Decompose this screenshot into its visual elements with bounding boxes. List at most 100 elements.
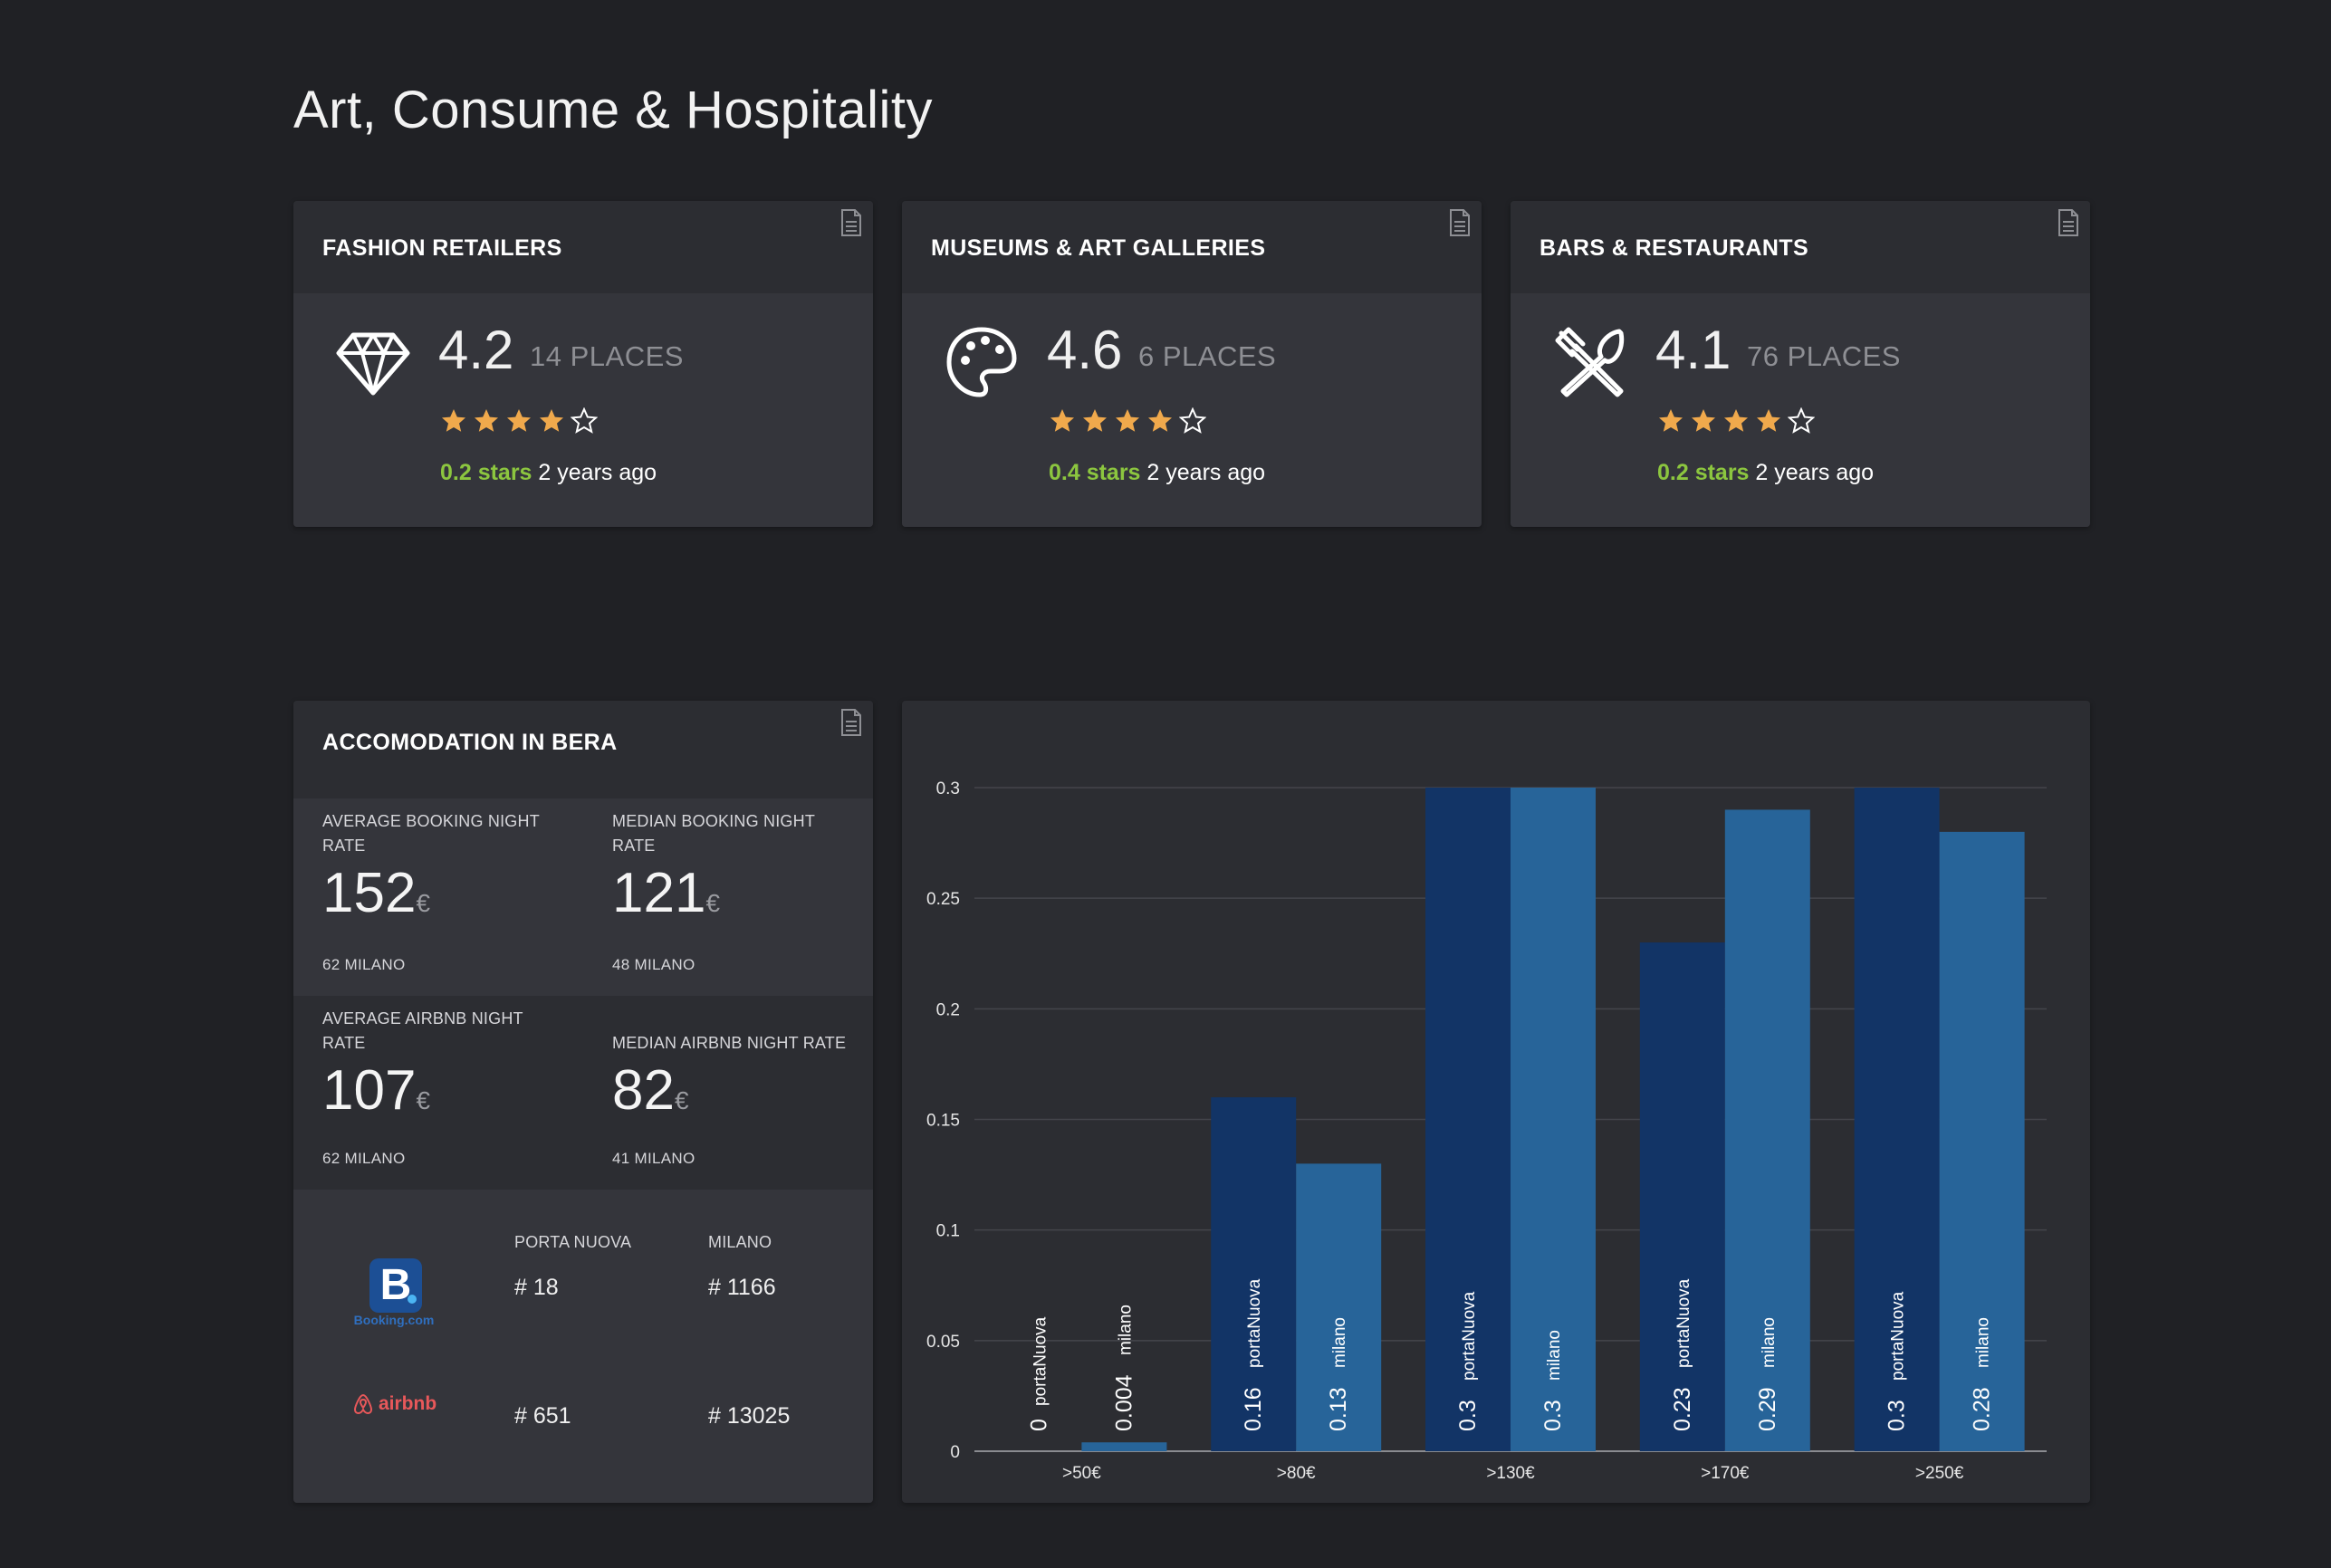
euro-unit: € <box>416 1086 431 1114</box>
bar-portaNuova <box>1854 788 1940 1451</box>
card-header: FASHION RETAILERS <box>293 201 873 293</box>
rating-value: 4.6 <box>1047 320 1123 380</box>
bar-portaNuova <box>1425 788 1511 1451</box>
bar-value-label: 0.28 <box>1970 1387 1995 1431</box>
star-filled-icon <box>1692 409 1715 432</box>
metric-label: AVERAGE AIRBNB NIGHT RATE <box>322 1009 523 1052</box>
star-filled-icon <box>1724 409 1748 432</box>
diamond-icon <box>336 332 410 396</box>
fashion-retailers-card: FASHION RETAILERS 4.2 14 PLACES 0.2 star… <box>293 201 873 527</box>
airbnb-rates-section: AVERAGE AIRBNB NIGHT RATE 107€ 62 MILANO … <box>293 996 873 1190</box>
average-airbnb-rate: AVERAGE AIRBNB NIGHT RATE 107€ <box>322 1007 594 1133</box>
platform-listings-section: PORTA NUOVA MILANO B Booking.com # 18 # … <box>293 1190 873 1503</box>
bar-value-label: 0.29 <box>1755 1387 1780 1431</box>
star-filled-icon <box>1659 409 1683 432</box>
metric-value: 121€ <box>612 862 721 924</box>
bar-value-label: 0.16 <box>1241 1387 1266 1431</box>
card-title: BARS & RESTAURANTS <box>1540 235 1809 261</box>
star-rating <box>1657 407 1815 435</box>
bar-portaNuova <box>1211 1097 1297 1451</box>
bar-series-label: portaNuova <box>1031 1316 1050 1406</box>
median-booking-rate: MEDIAN BOOKING NIGHT RATE 121€ <box>612 809 873 935</box>
bar-series-label: portaNuova <box>1889 1291 1908 1381</box>
booking-rates-section: AVERAGE BOOKING NIGHT RATE 152€ 62 MILANO… <box>293 798 873 996</box>
bar-milano <box>1081 1442 1167 1451</box>
star-filled-icon <box>1116 409 1139 432</box>
col-header-milano: MILANO <box>708 1233 772 1251</box>
price-distribution-bar-chart: 0 0.05 0.1 0.15 0.2 0.25 0.3 >50€ 0 portaNuova 0.0… <box>926 779 2047 1483</box>
y-tick-label: 0.25 <box>926 890 960 909</box>
document-icon[interactable] <box>839 208 864 237</box>
places-count: 76 PLACES <box>1747 340 1901 372</box>
metric-value: 152€ <box>322 862 431 924</box>
rating-change: 0.2 stars 2 years ago <box>1657 460 1874 486</box>
rating-change-time: 2 years ago <box>1755 460 1875 485</box>
metric-sub: 41 MILANO <box>612 1150 695 1167</box>
metric-label: MEDIAN BOOKING NIGHT RATE <box>612 812 816 855</box>
star-filled-icon <box>540 409 563 432</box>
star-filled-icon <box>1148 409 1172 432</box>
places-count: 14 PLACES <box>530 340 684 372</box>
x-tick-label: >80€ <box>1277 1464 1316 1483</box>
bar-series-label: portaNuova <box>1674 1278 1693 1368</box>
bar-value-label: 0.13 <box>1326 1387 1351 1431</box>
bar-series-label: portaNuova <box>1460 1291 1479 1381</box>
booking-porta-nuova-count: # 18 <box>514 1275 559 1300</box>
card-title: MUSEUMS & ART GALLERIES <box>931 235 1266 261</box>
metric-label: AVERAGE BOOKING NIGHT RATE <box>322 812 540 855</box>
x-tick-label: >170€ <box>1701 1464 1750 1483</box>
bar-value-label: 0.004 <box>1111 1374 1137 1431</box>
star-filled-icon <box>507 409 531 432</box>
card-body: 4.2 14 PLACES 0.2 stars 2 years ago <box>293 293 873 527</box>
card-title: FASHION RETAILERS <box>322 235 562 261</box>
card-header: MUSEUMS & ART GALLERIES <box>902 201 1482 293</box>
airbnb-milano-count: # 13025 <box>708 1403 791 1429</box>
star-filled-icon <box>1757 409 1780 432</box>
rating-change: 0.2 stars 2 years ago <box>440 460 657 486</box>
star-empty-icon <box>1179 407 1206 434</box>
bar-series-label: milano <box>1545 1330 1564 1381</box>
document-icon[interactable] <box>2056 208 2081 237</box>
col-header-porta-nuova: PORTA NUOVA <box>514 1233 632 1251</box>
bar-milano <box>1296 1163 1382 1451</box>
booking-logo-badge: B <box>369 1258 422 1313</box>
document-icon[interactable] <box>839 708 864 737</box>
bar-value-label: 0 <box>1026 1419 1051 1431</box>
museums-art-galleries-card: MUSEUMS & ART GALLERIES 4.6 6 PLACES 0.4… <box>902 201 1482 527</box>
utensils-icon <box>1555 327 1625 397</box>
star-rating <box>440 407 598 435</box>
bar-series-label: milano <box>1974 1317 1993 1368</box>
rating-change-time: 2 years ago <box>538 460 657 485</box>
airbnb-porta-nuova-count: # 651 <box>514 1403 571 1429</box>
star-empty-icon <box>1788 407 1815 434</box>
palette-icon <box>946 327 1017 397</box>
bar-milano <box>1511 788 1596 1451</box>
document-icon[interactable] <box>1447 208 1472 237</box>
y-tick-label: 0 <box>950 1443 960 1462</box>
euro-unit: € <box>416 889 431 917</box>
rating-value: 4.1 <box>1655 320 1731 380</box>
card-body: 4.6 6 PLACES 0.4 stars 2 years ago <box>902 293 1482 527</box>
bars-restaurants-card: BARS & RESTAURANTS 4.1 76 PLACES 0.2 sta… <box>1511 201 2090 527</box>
card-body: 4.1 76 PLACES 0.2 stars 2 years ago <box>1511 293 2090 527</box>
card-header: BARS & RESTAURANTS <box>1511 201 2090 293</box>
x-tick-label: >50€ <box>1062 1464 1101 1483</box>
y-tick-label: 0.2 <box>936 1000 960 1019</box>
rating-change-stars: 0.4 stars <box>1049 460 1141 485</box>
star-empty-icon <box>571 407 598 434</box>
accommodation-card: ACCOMODATION IN BERA AVERAGE BOOKING NIG… <box>293 701 873 1503</box>
bar-milano <box>1724 809 1810 1451</box>
booking-milano-count: # 1166 <box>708 1275 776 1300</box>
euro-unit: € <box>705 889 721 917</box>
metric-sub: 62 MILANO <box>322 956 406 973</box>
x-tick-label: >250€ <box>1915 1464 1964 1483</box>
metric-value: 82€ <box>612 1059 689 1122</box>
x-tick-label: >130€ <box>1486 1464 1535 1483</box>
median-airbnb-rate: MEDIAN AIRBNB NIGHT RATE 82€ <box>612 1031 873 1133</box>
airbnb-icon <box>353 1393 373 1415</box>
star-filled-icon <box>1083 409 1107 432</box>
rating-value: 4.2 <box>438 320 514 380</box>
metric-sub: 62 MILANO <box>322 1150 406 1167</box>
bar-value-label: 0.3 <box>1455 1400 1481 1431</box>
card-title: ACCOMODATION IN BERA <box>322 730 618 755</box>
